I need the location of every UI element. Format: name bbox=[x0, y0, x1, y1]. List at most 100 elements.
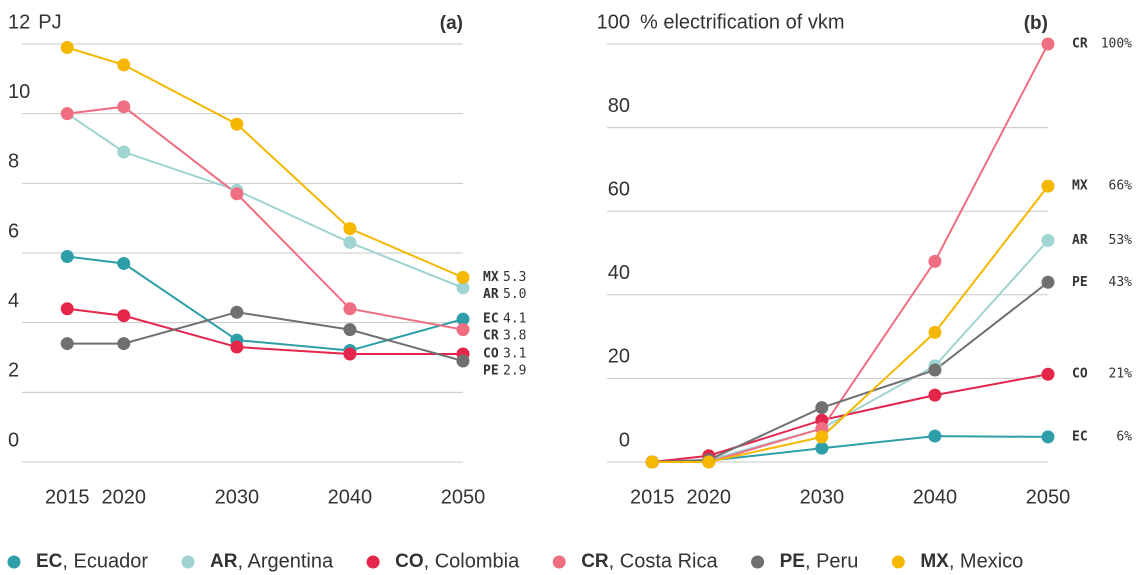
marker bbox=[456, 281, 470, 295]
marker bbox=[343, 302, 357, 316]
marker bbox=[230, 187, 244, 201]
marker bbox=[60, 302, 74, 316]
end-code: MX bbox=[483, 270, 499, 285]
y-tick-label: 100 bbox=[597, 11, 630, 33]
x-tick-label: 2020 bbox=[687, 486, 732, 508]
series-line bbox=[652, 185, 1049, 463]
marker bbox=[60, 107, 74, 121]
marker bbox=[117, 309, 131, 323]
marker bbox=[117, 256, 131, 270]
legend-label: , Costa Rica bbox=[609, 550, 719, 572]
legend-code: AR bbox=[210, 551, 238, 572]
y-tick-label: 20 bbox=[608, 346, 630, 368]
marker bbox=[815, 441, 829, 455]
legend-label: , Peru bbox=[805, 550, 858, 572]
series-line bbox=[652, 239, 1049, 463]
marker bbox=[343, 347, 357, 361]
series-line bbox=[67, 255, 464, 352]
x-tick-label: 2040 bbox=[328, 486, 373, 508]
marker bbox=[456, 312, 470, 326]
y-tick-label: 40 bbox=[608, 262, 630, 284]
y-axis-label: PJ bbox=[38, 11, 61, 33]
legend-code: PE bbox=[780, 551, 805, 572]
marker bbox=[456, 323, 470, 337]
y-tick-label: 2 bbox=[8, 360, 19, 382]
legend-label: , Ecuador bbox=[62, 550, 148, 572]
end-value: 4.1 bbox=[503, 312, 526, 327]
marker bbox=[343, 222, 357, 236]
end-value: 100% bbox=[1101, 37, 1132, 52]
x-tick-label: 2015 bbox=[630, 486, 675, 508]
end-value: 3.8 bbox=[503, 329, 526, 344]
end-value: 2.9 bbox=[503, 364, 526, 379]
x-tick-label: 2050 bbox=[1026, 486, 1071, 508]
marker bbox=[1041, 37, 1055, 51]
series-line bbox=[67, 105, 464, 331]
y-tick-label: 10 bbox=[8, 81, 30, 103]
legend-label: , Colombia bbox=[424, 550, 520, 572]
legend-code: EC bbox=[36, 551, 63, 572]
marker bbox=[456, 270, 470, 284]
marker bbox=[230, 117, 244, 131]
marker bbox=[60, 249, 74, 263]
y-tick-label: 60 bbox=[608, 178, 630, 200]
end-value: 43% bbox=[1109, 275, 1133, 290]
end-code: AR bbox=[483, 287, 499, 302]
y-tick-label: 80 bbox=[608, 95, 630, 117]
legend-swatch bbox=[7, 555, 21, 569]
end-code: CO bbox=[1072, 367, 1088, 382]
end-value: 5.3 bbox=[503, 270, 526, 285]
legend-swatch bbox=[366, 555, 380, 569]
marker bbox=[1041, 179, 1055, 193]
end-code: PE bbox=[1072, 275, 1088, 290]
marker bbox=[60, 337, 74, 351]
marker bbox=[1041, 275, 1055, 289]
legend-swatch bbox=[181, 555, 195, 569]
marker bbox=[230, 305, 244, 319]
panel-label: (b) bbox=[1024, 13, 1048, 34]
marker bbox=[815, 430, 829, 444]
marker bbox=[928, 325, 942, 339]
marker bbox=[117, 337, 131, 351]
y-tick-label: 4 bbox=[8, 290, 19, 312]
x-tick-label: 2030 bbox=[800, 486, 845, 508]
marker bbox=[117, 145, 131, 159]
x-tick-label: 2015 bbox=[45, 486, 90, 508]
legend-swatch bbox=[891, 555, 905, 569]
marker bbox=[343, 236, 357, 250]
end-code: CR bbox=[1072, 37, 1088, 52]
y-tick-label: 12 bbox=[8, 11, 30, 33]
y-tick-label: 0 bbox=[619, 429, 630, 451]
marker bbox=[60, 40, 74, 54]
marker bbox=[928, 388, 942, 402]
marker bbox=[928, 254, 942, 268]
end-value: 53% bbox=[1109, 233, 1133, 248]
legend-label: , Mexico bbox=[949, 550, 1023, 572]
marker bbox=[702, 455, 716, 469]
legend-swatch bbox=[552, 555, 566, 569]
series-line bbox=[652, 281, 1049, 463]
legend-label: , Argentina bbox=[237, 550, 334, 572]
legend-code: MX bbox=[920, 551, 949, 572]
end-code: EC bbox=[483, 312, 499, 327]
marker bbox=[117, 100, 131, 114]
end-value: 66% bbox=[1109, 179, 1133, 194]
end-value: 21% bbox=[1109, 367, 1133, 382]
end-code: CR bbox=[483, 329, 499, 344]
marker bbox=[1041, 367, 1055, 381]
marker bbox=[230, 340, 244, 354]
y-tick-label: 8 bbox=[8, 151, 19, 173]
marker bbox=[645, 455, 659, 469]
end-code: AR bbox=[1072, 233, 1088, 248]
marker bbox=[456, 354, 470, 368]
marker bbox=[1041, 233, 1055, 247]
end-code: CO bbox=[483, 347, 499, 362]
marker bbox=[1041, 430, 1055, 444]
marker bbox=[928, 363, 942, 377]
series-line bbox=[66, 46, 464, 279]
end-value: 6% bbox=[1116, 429, 1132, 444]
marker bbox=[928, 429, 942, 443]
marker bbox=[815, 401, 829, 415]
end-code: EC bbox=[1072, 429, 1088, 444]
